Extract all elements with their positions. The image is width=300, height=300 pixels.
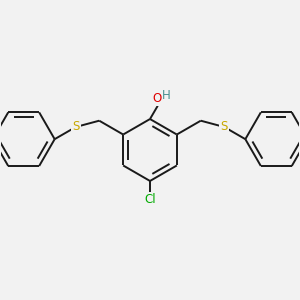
- Text: S: S: [220, 121, 228, 134]
- Text: O: O: [152, 92, 161, 105]
- Text: Cl: Cl: [144, 193, 156, 206]
- Text: S: S: [72, 121, 80, 134]
- Text: H: H: [162, 89, 170, 102]
